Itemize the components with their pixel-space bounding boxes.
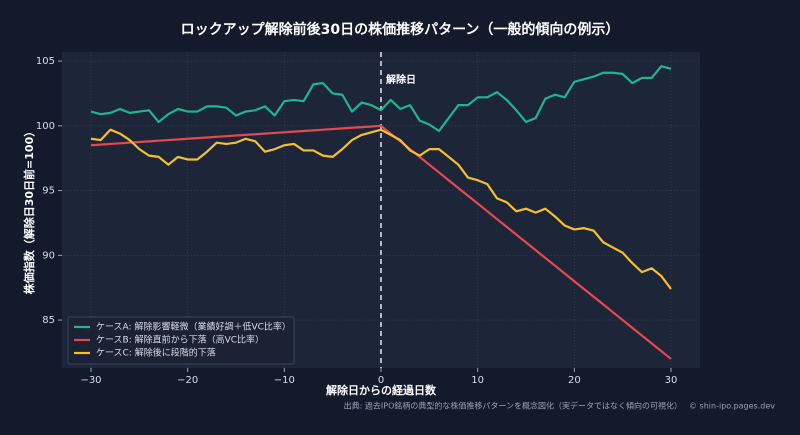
- series-line: [90, 65, 672, 133]
- x-axis-label: 解除日からの経過日数: [326, 383, 437, 397]
- legend-label: ケースA: 解除影響軽微（業績好調＋低VC比率）: [96, 321, 291, 333]
- x-tick-label: 30: [665, 375, 678, 386]
- y-axis-label: 株価指数（解除日30日前=100）: [22, 126, 36, 295]
- x-tick-label: −10: [274, 375, 295, 386]
- x-tick-label: −30: [80, 375, 101, 386]
- legend-label: ケースC: 解除後に段階的下落: [96, 347, 216, 359]
- series-line: [90, 124, 672, 360]
- legend-label: ケースB: 解除直前から下落（高VC比率）: [96, 334, 264, 346]
- y-tick-label: 90: [42, 250, 55, 261]
- y-tick-label: 105: [36, 56, 55, 67]
- x-tick-label: 20: [568, 375, 581, 386]
- credit: © shin-ipo.pages.dev: [689, 402, 775, 411]
- y-tick-label: 100: [36, 121, 55, 132]
- y-tick-label: 95: [42, 186, 55, 197]
- source-note: 出典: 過去IPO銘柄の典型的な株価推移パターンを概念図化（実データではなく傾向…: [344, 401, 682, 411]
- x-tick-label: −20: [177, 375, 198, 386]
- x-tick-label: 0: [378, 375, 384, 386]
- chart-title: ロックアップ解除前後30日の株価推移パターン（一般的傾向の例示）: [181, 21, 620, 38]
- legend-box: [67, 316, 295, 365]
- x-tick-label: 10: [471, 375, 484, 386]
- series-line: [90, 128, 672, 290]
- annotation: 解除日: [386, 73, 416, 86]
- y-tick-label: 85: [42, 315, 55, 326]
